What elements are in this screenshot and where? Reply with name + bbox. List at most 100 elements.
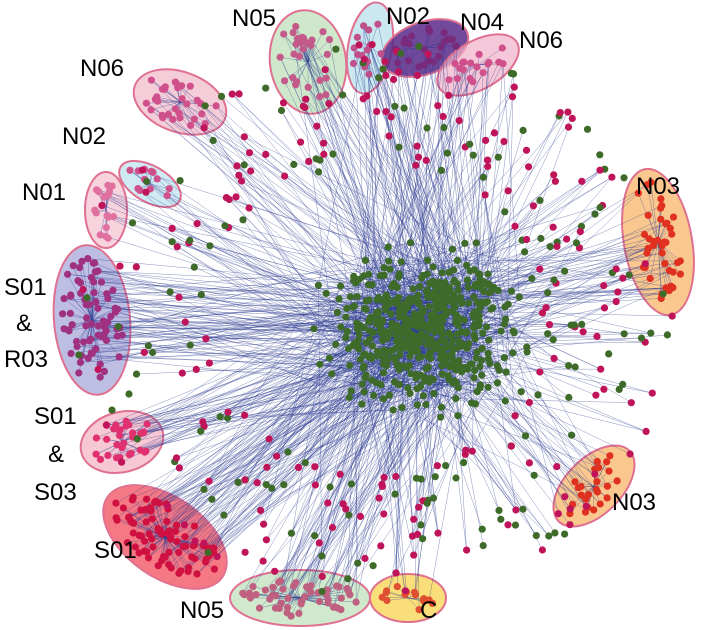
network-node	[668, 312, 676, 320]
network-node	[361, 374, 369, 382]
network-node	[406, 295, 414, 303]
network-node	[381, 304, 389, 312]
network-node	[116, 426, 124, 434]
network-node	[154, 97, 162, 105]
network-node	[387, 113, 395, 121]
network-node	[566, 521, 574, 529]
network-node	[439, 317, 447, 325]
network-node	[360, 362, 368, 370]
network-node	[345, 511, 353, 519]
network-node	[416, 382, 425, 390]
network-node	[179, 542, 187, 551]
network-node	[262, 84, 270, 92]
network-node	[186, 236, 194, 244]
network-node	[112, 499, 120, 507]
network-node	[354, 51, 362, 59]
network-node	[142, 506, 151, 514]
network-node	[165, 548, 173, 556]
network-node	[391, 490, 399, 498]
network-node	[620, 330, 628, 338]
network-node	[529, 202, 538, 210]
network-node	[104, 295, 112, 303]
network-node	[324, 599, 332, 607]
network-node	[118, 458, 126, 466]
network-node	[425, 596, 433, 604]
network-node	[312, 155, 320, 163]
network-node	[605, 350, 613, 358]
network-node	[262, 536, 270, 544]
network-node	[109, 286, 117, 294]
network-node	[517, 388, 525, 396]
network-node	[60, 295, 68, 303]
network-node	[583, 125, 592, 133]
network-node	[292, 579, 300, 587]
network-node	[311, 532, 319, 540]
label-N05-top: N05	[232, 5, 276, 32]
network-node	[191, 537, 199, 545]
network-node	[493, 362, 501, 370]
network-node	[595, 464, 603, 472]
network-node	[148, 515, 156, 523]
network-node	[96, 373, 104, 381]
network-node	[401, 342, 410, 350]
network-node	[625, 271, 633, 279]
network-node	[123, 539, 131, 547]
network-node	[634, 189, 642, 197]
network-node	[329, 150, 337, 158]
network-node	[466, 267, 474, 275]
network-node	[481, 191, 489, 199]
network-node	[424, 50, 432, 58]
network-node	[395, 270, 403, 278]
network-node	[566, 505, 574, 513]
network-node	[344, 344, 353, 353]
network-node	[497, 515, 505, 523]
network-node	[442, 462, 450, 470]
network-node	[332, 45, 340, 53]
network-node	[94, 331, 102, 339]
network-node	[437, 403, 446, 411]
network-node	[193, 96, 201, 104]
network-node	[570, 321, 578, 329]
network-node	[161, 83, 169, 91]
network-node	[486, 359, 494, 368]
network-node	[122, 417, 130, 425]
network-node	[173, 521, 181, 529]
network-node	[154, 526, 162, 535]
network-node	[284, 594, 292, 602]
network-node	[447, 343, 455, 351]
network-node	[468, 360, 476, 368]
network-node	[544, 289, 552, 297]
network-node	[88, 349, 96, 357]
network-node	[320, 150, 328, 158]
network-node	[387, 310, 395, 318]
network-node	[422, 400, 430, 409]
network-node	[584, 491, 593, 499]
network-node	[102, 224, 110, 232]
network-node	[593, 332, 601, 340]
network-node	[193, 570, 201, 578]
network-node	[615, 385, 623, 393]
network-node	[336, 470, 344, 478]
network-node	[393, 337, 401, 346]
network-node	[287, 529, 295, 537]
network-node	[415, 42, 423, 51]
network-node	[79, 285, 87, 294]
network-node	[315, 539, 323, 547]
network-node	[320, 139, 328, 147]
network-node	[469, 323, 477, 331]
network-node	[323, 50, 331, 59]
network-node	[310, 325, 318, 333]
network-node	[277, 599, 285, 607]
network-node	[410, 515, 418, 523]
network-node	[280, 481, 288, 489]
network-node	[342, 313, 350, 321]
network-node	[83, 294, 91, 302]
network-node	[497, 327, 505, 335]
network-node	[95, 188, 103, 196]
network-node	[455, 337, 463, 345]
network-node	[113, 441, 121, 449]
network-node	[419, 535, 427, 543]
network-node	[380, 473, 388, 482]
network-node	[83, 314, 91, 322]
network-node	[82, 301, 90, 309]
